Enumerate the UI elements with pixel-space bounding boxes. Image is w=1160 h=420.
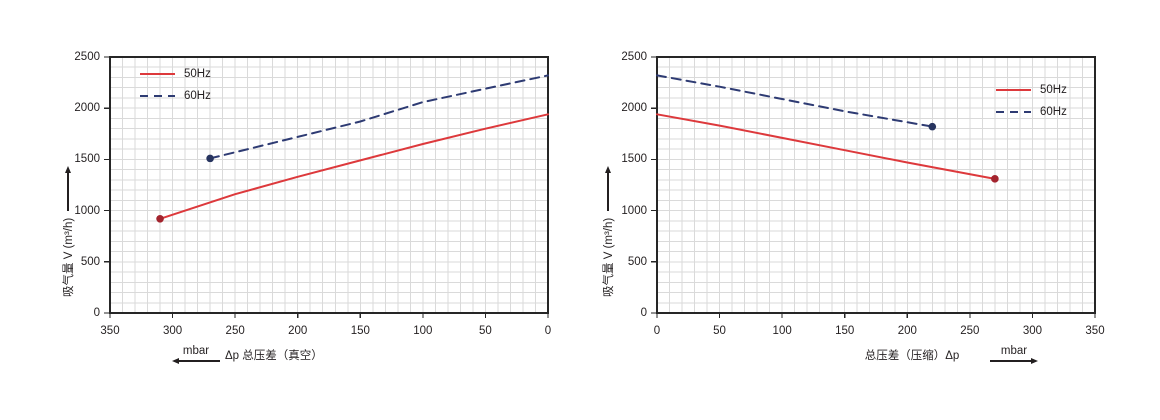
legend-swatch-60hz-icon	[140, 95, 175, 97]
series-50hz-endpoint-marker	[156, 214, 164, 223]
x-tick-label: 350	[100, 325, 120, 337]
series-50hz-line	[656, 113, 996, 180]
x-tick-label: 0	[544, 325, 552, 337]
x-tick-label: 50	[713, 325, 726, 337]
series-60hz-line	[656, 74, 934, 128]
plot-border	[656, 56, 1096, 314]
y-axis-arrow-icon	[605, 165, 611, 211]
x-tick-label: 300	[162, 325, 183, 337]
x-tick-label: 100	[772, 325, 792, 337]
gridlines	[109, 56, 549, 314]
y-tick-label: 2500	[621, 51, 647, 63]
series-50hz-line	[159, 113, 549, 220]
series-60hz-line	[209, 74, 549, 160]
x-axis-label: 总压差（压缩）Δp	[864, 350, 960, 362]
tick-marks	[104, 56, 549, 318]
y-tick-label: 2000	[74, 102, 100, 115]
legend: 50Hz 60Hz	[996, 79, 1067, 123]
legend-label: 60Hz	[1040, 106, 1067, 118]
legend-entry-50hz: 50Hz	[140, 63, 211, 85]
tick-marks	[651, 56, 1096, 318]
x-unit-arrow-icon	[990, 358, 1038, 364]
x-unit-label: mbar	[964, 345, 1064, 364]
x-tick-label: 0	[653, 325, 661, 337]
legend-label: 60Hz	[184, 90, 211, 102]
x-tick-label: 200	[897, 325, 917, 337]
x-unit-arrow-icon	[172, 358, 220, 364]
legend-label: 50Hz	[1040, 84, 1067, 96]
x-tick-label: 250	[960, 325, 980, 337]
y-axis-label: 吸气量 V (m³/h)	[600, 165, 616, 297]
x-unit-text: mbar	[1000, 345, 1028, 357]
y-tick-label: 1000	[74, 204, 100, 217]
legend-swatch-50hz-icon	[996, 89, 1031, 91]
y-tick-label: 1000	[621, 204, 647, 217]
x-tick-label: 150	[350, 325, 370, 337]
plot-border	[109, 56, 549, 314]
x-unit-label: mbar	[146, 345, 246, 364]
y-tick-label: 500	[627, 255, 647, 268]
legend-swatch-60hz-icon	[996, 111, 1031, 113]
legend-entry-50hz: 50Hz	[996, 79, 1067, 101]
x-tick-label: 50	[479, 325, 492, 337]
series-60hz-endpoint-marker	[206, 154, 214, 163]
legend-entry-60hz: 60Hz	[140, 85, 211, 107]
legend-entry-60hz: 60Hz	[996, 101, 1067, 123]
series-50hz-endpoint-marker	[991, 175, 999, 183]
legend-swatch-50hz-icon	[140, 73, 175, 75]
gridlines	[656, 56, 1096, 314]
x-tick-label: 250	[225, 325, 245, 337]
x-tick-label: 150	[835, 325, 855, 337]
y-tick-label: 1500	[74, 153, 100, 166]
x-axis-label: Δp 总压差（真空）	[225, 350, 323, 362]
legend-label: 50Hz	[184, 68, 211, 80]
y-tick-label: 500	[80, 255, 100, 268]
legend: 50Hz 60Hz	[140, 63, 211, 107]
y-tick-label: 2500	[74, 51, 100, 63]
x-tick-label: 350	[1085, 325, 1105, 337]
y-axis-label-text: 吸气量 V (m³/h)	[603, 217, 615, 297]
y-tick-label: 0	[93, 307, 100, 319]
y-tick-label: 0	[640, 307, 647, 319]
x-tick-label: 300	[1022, 325, 1043, 337]
x-unit-text: mbar	[182, 345, 210, 357]
series-60hz-endpoint-marker	[928, 122, 937, 131]
x-tick-label: 200	[288, 325, 308, 337]
y-tick-label: 2000	[621, 102, 647, 115]
x-tick-label: 100	[413, 325, 433, 337]
y-tick-label: 1500	[621, 153, 647, 166]
